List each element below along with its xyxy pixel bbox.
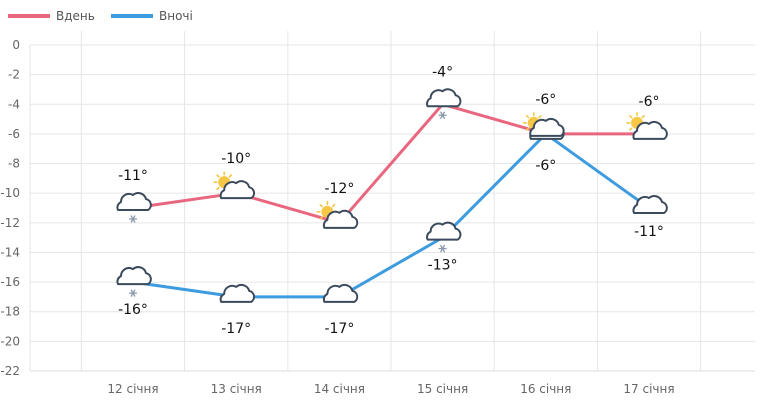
day-temp-label: -4° — [432, 64, 453, 80]
legend-label: Вночі — [159, 9, 193, 23]
partly-sunny-icon — [213, 171, 256, 200]
snowflake-arm — [130, 289, 136, 297]
cloud-shape — [426, 221, 462, 241]
x-tick-label: 14 січня — [314, 382, 365, 396]
sun-ray — [216, 186, 220, 191]
sun-ray — [629, 115, 633, 119]
day-temp-label: -12° — [324, 181, 354, 197]
y-tick-label: -16 — [0, 275, 20, 289]
snowflake-icon — [128, 215, 138, 223]
cloud-shape — [116, 266, 152, 286]
cloud-shape — [322, 209, 359, 229]
snowflake-arm — [440, 244, 446, 253]
x-tick-label: 13 січня — [211, 382, 262, 396]
cloud-snow-icon — [116, 192, 152, 223]
sun-ray — [228, 174, 233, 178]
cloud-outline — [426, 88, 462, 108]
cloud-outline — [116, 266, 152, 286]
cloud-shape — [529, 118, 565, 137]
night-temp-label: -11° — [634, 224, 664, 240]
y-axis: 0 -2 -4 -6 -8 -10 -12 -14 -16 -18 -20 -22 — [0, 38, 20, 378]
y-tick-label: -6 — [8, 127, 20, 141]
y-tick-label: -20 — [0, 334, 20, 348]
legend[interactable]: Вдень Вночі — [8, 9, 193, 23]
sun-ray — [331, 203, 336, 208]
cloud-outline — [219, 180, 256, 200]
day-temp-label: -6° — [535, 92, 556, 108]
y-tick-label: -18 — [0, 305, 20, 319]
cloud-shape — [322, 284, 359, 303]
snowflake-arm — [130, 215, 136, 223]
sun-ray — [319, 203, 323, 208]
partly-sunny-icon — [316, 201, 359, 229]
cloud-shape — [426, 88, 462, 108]
night-temp-label: -17° — [221, 321, 251, 337]
night-temp-label: -16° — [118, 302, 148, 318]
snowflake-icon — [438, 111, 447, 119]
snowflake-icon — [128, 289, 138, 297]
night-temp-label: -17° — [324, 321, 354, 337]
weather-icons — [116, 88, 668, 303]
y-tick-label: -22 — [0, 364, 20, 378]
y-tick-label: -2 — [8, 68, 20, 82]
night-temp-label: -13° — [428, 258, 458, 274]
legend-item-night[interactable]: Вночі — [111, 9, 193, 23]
partly-moon-icon — [322, 278, 359, 303]
cloud-snow-icon — [426, 221, 462, 253]
cloud-shape — [116, 192, 152, 211]
data-labels: -11° -10° -12° -4° -6° -6° -16° -17° -17° -13° -6°… — [118, 64, 664, 337]
series-line-night — [132, 132, 650, 299]
sun-ray — [538, 115, 542, 119]
cloud-shape — [632, 195, 668, 214]
partly-moon-icon — [219, 278, 256, 303]
cloud-icon — [529, 118, 565, 137]
sun-ray — [525, 127, 530, 131]
y-tick-label: -10 — [0, 186, 20, 200]
x-tick-label: 16 січня — [520, 382, 571, 396]
cloud-shape — [219, 284, 256, 303]
cloud-outline — [632, 195, 668, 214]
sun-ray — [629, 127, 633, 131]
sun-ray — [216, 174, 220, 178]
sun-ray — [641, 115, 645, 119]
sun-ray — [525, 115, 530, 119]
cloud-outline — [219, 284, 256, 303]
day-temp-label: -10° — [221, 151, 251, 167]
cloud-outline — [426, 221, 462, 241]
y-tick-label: -12 — [0, 216, 20, 230]
legend-item-day[interactable]: Вдень — [8, 9, 95, 23]
y-tick-label: 0 — [12, 38, 20, 52]
partly-sunny-icon — [626, 112, 668, 140]
y-tick-label: -14 — [0, 245, 20, 259]
cloud-snow-icon — [426, 88, 462, 119]
cloud-outline — [116, 192, 152, 211]
x-axis: 12 січня 13 січня 14 січня 15 січня 16 січня… — [107, 382, 674, 396]
cloud-outline — [529, 118, 565, 137]
day-temp-label: -6° — [639, 94, 660, 110]
partly-moon-icon — [632, 190, 668, 214]
x-tick-label: 12 січня — [107, 382, 158, 396]
y-tick-label: -4 — [8, 97, 20, 111]
snowflake-icon — [438, 244, 447, 253]
x-tick-label: 15 січня — [417, 382, 468, 396]
snowflake-arm — [440, 111, 446, 119]
cloud-outline — [632, 121, 668, 140]
sun-ray — [319, 216, 323, 220]
cloud-snow-icon — [116, 266, 152, 297]
cloud-outline — [322, 284, 359, 303]
cloud-shape — [632, 121, 668, 140]
y-tick-label: -8 — [8, 157, 20, 171]
night-temp-label: -6° — [535, 158, 556, 174]
legend-label: Вдень — [56, 9, 95, 23]
day-temp-label: -11° — [118, 168, 148, 184]
x-tick-label: 17 січня — [623, 382, 674, 396]
cloud-shape — [219, 180, 256, 200]
cloud-outline — [322, 209, 359, 229]
